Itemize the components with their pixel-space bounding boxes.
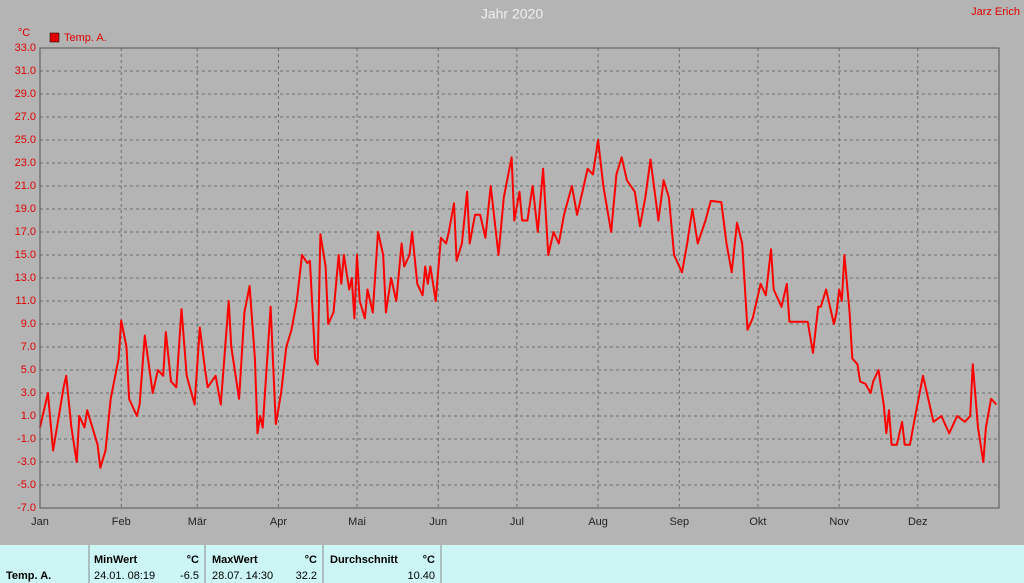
y-tick-label: 9.0 (21, 318, 36, 330)
author: Jarz Erich (971, 6, 1020, 18)
header-unit: °C (305, 554, 317, 566)
x-tick-label: Mai (348, 516, 366, 528)
x-tick-label: Feb (112, 516, 131, 528)
x-tick-label: Aug (588, 516, 608, 528)
chart-title: Jahr 2020 (481, 6, 543, 22)
y-unit: °C (18, 27, 30, 39)
header: Durchschnitt (330, 554, 398, 566)
y-tick-label: 13.0 (15, 272, 36, 284)
x-tick-label: Mär (188, 516, 207, 528)
series-line (39, 139, 998, 469)
y-tick-label: 3.0 (21, 387, 36, 399)
cell-time: 28.07. 14:30 (212, 570, 273, 582)
legend-swatch (49, 32, 60, 43)
x-tick-label: Sep (670, 516, 690, 528)
y-tick-label: -1.0 (17, 433, 36, 445)
y-tick-label: 11.0 (15, 295, 36, 307)
stats-table (0, 545, 1024, 583)
x-tick-label: Okt (749, 516, 766, 528)
y-tick-label: -3.0 (17, 456, 36, 468)
y-tick-label: 15.0 (15, 249, 36, 261)
legend-label: Temp. A. (64, 32, 107, 44)
cell-value: -6.5 (180, 570, 199, 582)
header: MinWert (94, 554, 138, 566)
y-tick-label: 19.0 (15, 203, 36, 215)
x-tick-label: Jul (510, 516, 524, 528)
cell-time: 24.01. 08:19 (94, 570, 155, 582)
x-tick-label: Nov (829, 516, 849, 528)
y-tick-label: -5.0 (17, 479, 36, 491)
cell-value: 32.2 (296, 570, 317, 582)
header: MaxWert (212, 554, 258, 566)
y-tick-label: -7.0 (17, 502, 36, 514)
y-tick-label: 27.0 (15, 111, 36, 123)
y-tick-label: 7.0 (21, 341, 36, 353)
y-tick-label: 31.0 (15, 65, 36, 77)
cell-value: 10.40 (407, 570, 435, 582)
x-tick-label: Apr (270, 516, 287, 528)
y-tick-label: 25.0 (15, 134, 36, 146)
row-label: Temp. A. (6, 570, 51, 582)
y-tick-label: 29.0 (15, 88, 36, 100)
header-unit: °C (187, 554, 199, 566)
x-tick-label: Dez (908, 516, 928, 528)
plot-frame (39, 47, 1000, 509)
x-tick-label: Jun (429, 516, 447, 528)
y-tick-label: 1.0 (21, 410, 36, 422)
plot: -7.0 -5.0 -3.0 -1.0 1.0 3.0 5.0 7.0 9.0 11.0 13.0 1… (15, 42, 999, 528)
x-tick-label: Jan (31, 516, 49, 528)
y-tick-label: 17.0 (15, 226, 36, 238)
y-tick-label: 21.0 (15, 180, 36, 192)
y-tick-label: 33.0 (15, 42, 36, 54)
header-unit: °C (423, 554, 435, 566)
y-tick-label: 5.0 (21, 364, 36, 376)
y-tick-label: 23.0 (15, 157, 36, 169)
